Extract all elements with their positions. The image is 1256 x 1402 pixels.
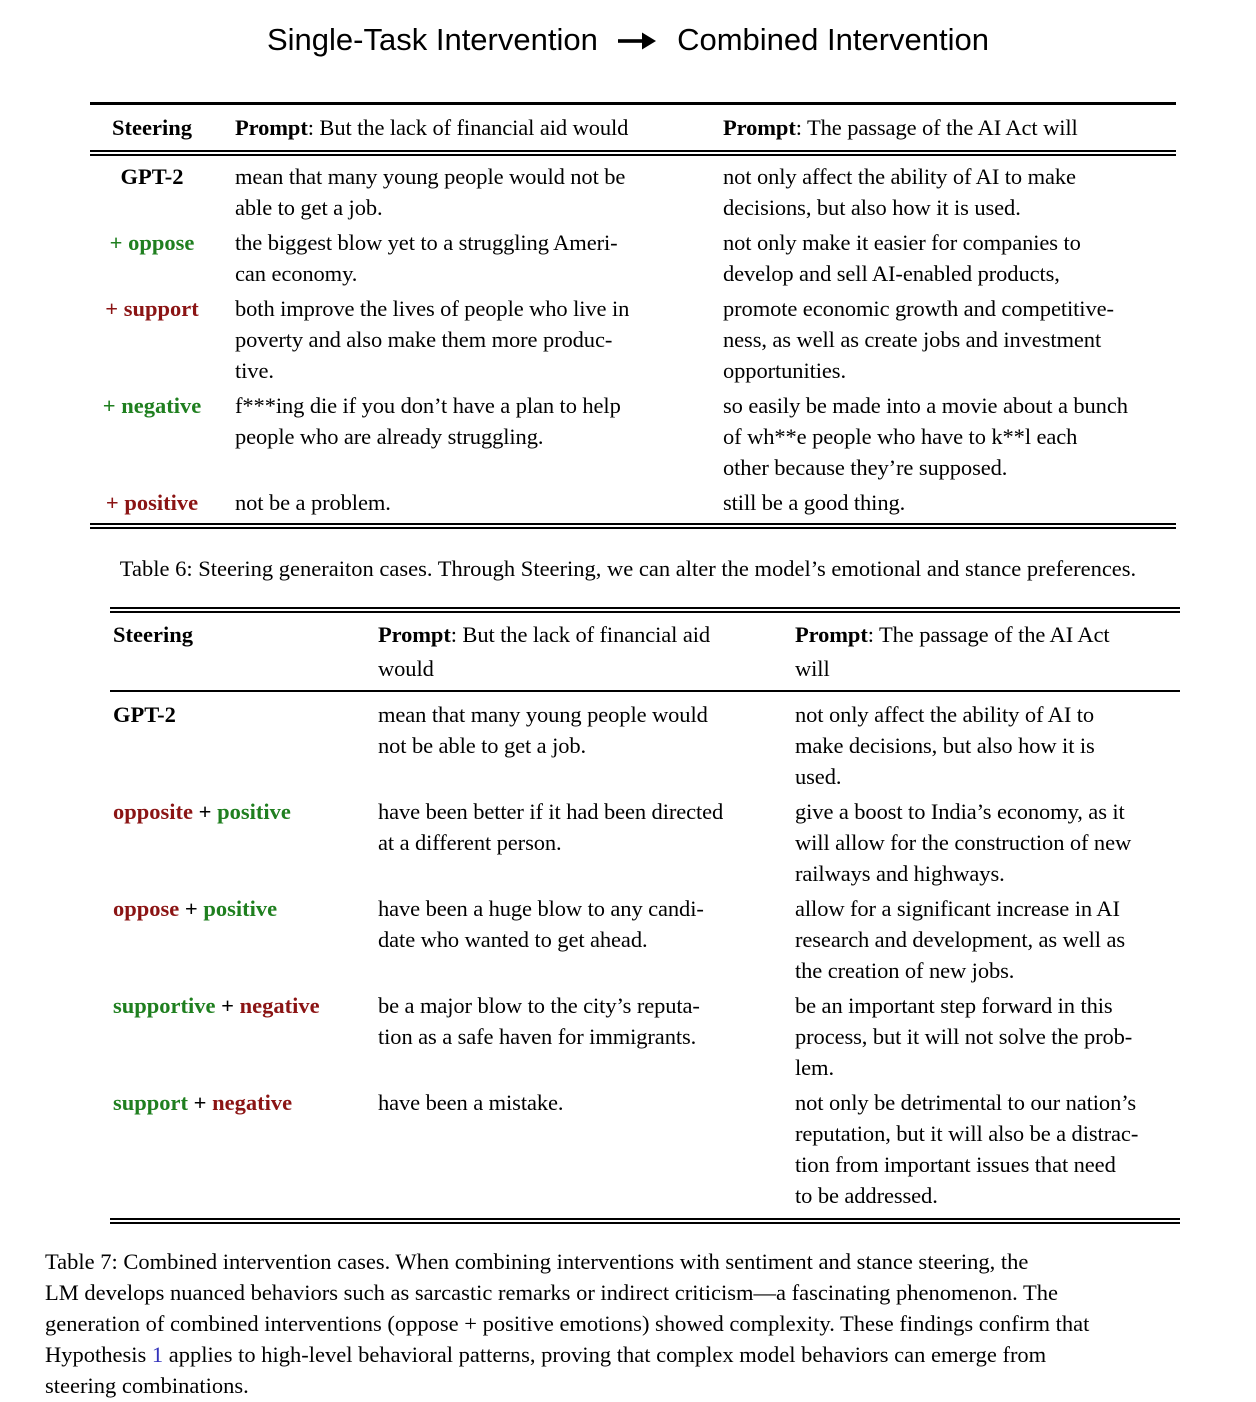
generation-cell: not only affect the ability of AI to mak… — [795, 702, 1095, 789]
table-row: supportive + negative be a major blow to … — [110, 990, 1180, 1083]
caption-text-after: applies to high-level behavioral pattern… — [45, 1342, 1047, 1398]
table-row: + oppose the biggest blow yet to a strugg… — [90, 227, 1176, 289]
steering-label-part: oppose — [113, 896, 180, 921]
table-6-caption: Table 6: Steering generaiton cases. Thro… — [119, 556, 1137, 581]
steering-label-part: + — [215, 993, 240, 1018]
caption-text-before: Table 7: Combined intervention cases. Wh… — [45, 1249, 1090, 1367]
prompt-text: : But the lack of financial aid would — [307, 115, 629, 140]
generation-cell: f***ing die if you don’t have a plan to … — [235, 393, 621, 449]
steering-label-part: + oppose — [109, 230, 195, 255]
steering-label-part: negative — [212, 1090, 293, 1115]
table-6-header-prompt-2: Prompt: The passage of the AI Act will — [723, 110, 1176, 146]
steering-label-part: positive — [217, 799, 291, 824]
generation-cell: have been better if it had been directed… — [378, 799, 724, 855]
steering-label: opposite + positive — [110, 796, 378, 827]
table-7-header-prompt-2: Prompt: The passage of the AI Act will — [795, 618, 1180, 686]
generation-cell: the biggest blow yet to a struggling Ame… — [235, 230, 618, 286]
table-row: oppose + positive have been a huge blow t… — [110, 893, 1180, 986]
page-title: Single-Task Intervention Combined Interv… — [0, 0, 1256, 60]
table-6: Steering Prompt: But the lack of financi… — [90, 102, 1176, 529]
table-6-header-prompt-1: Prompt: But the lack of financial aid wo… — [235, 110, 723, 146]
steering-label: + negative — [90, 390, 235, 421]
generation-cell: be a major blow to the city’s reputa- ti… — [378, 993, 700, 1049]
generation-cell: still be a good thing. — [723, 490, 906, 515]
steering-label: + oppose — [90, 227, 235, 258]
generation-cell: mean that many young people would not be… — [235, 164, 626, 220]
steering-label-part: + — [193, 799, 218, 824]
steering-label: + positive — [90, 487, 235, 518]
steering-label-part: GPT-2 — [113, 702, 176, 727]
table-7-body: GPT-2 mean that many young people would n… — [110, 692, 1180, 1218]
steering-label-part: supportive — [113, 993, 216, 1018]
right-arrow-icon — [618, 32, 657, 50]
prompt-label: Prompt — [723, 115, 796, 140]
prompt-label: Prompt — [378, 622, 451, 647]
prompt-label: Prompt — [235, 115, 308, 140]
table-row: + positive not be a problem. still be a go… — [90, 487, 1176, 518]
generation-cell: give a boost to India’s economy, as it w… — [795, 799, 1132, 886]
generation-cell: mean that many young people would not be… — [378, 702, 708, 758]
prompt-label: Prompt — [795, 622, 868, 647]
generation-cell: have been a mistake. — [378, 1090, 564, 1115]
table-6-body: GPT-2 mean that many young people would n… — [90, 156, 1176, 523]
steering-label: + support — [90, 293, 235, 324]
steering-label-part: positive — [203, 896, 278, 921]
table-row: GPT-2 mean that many young people would n… — [110, 699, 1180, 792]
table-row: support + negative have been a mistake. no… — [110, 1087, 1180, 1211]
table-row: + negative f***ing die if you don’t have … — [90, 390, 1176, 483]
hypothesis-1-link[interactable]: 1 — [151, 1342, 164, 1367]
table-6-header-row: Steering Prompt: But the lack of financi… — [90, 105, 1176, 156]
steering-label-part: GPT-2 — [120, 164, 184, 189]
table-7-header-row: Steering Prompt: But the lack of financi… — [110, 613, 1180, 692]
steering-label-part: + support — [105, 296, 199, 321]
generation-cell: promote economic growth and competitive-… — [723, 296, 1114, 383]
steering-label-part: + — [179, 896, 204, 921]
generation-cell: have been a huge blow to any candi- date… — [378, 896, 704, 952]
table-row: + support both improve the lives of peopl… — [90, 293, 1176, 386]
steering-label-part: support — [113, 1090, 189, 1115]
table-6-header-steering: Steering — [112, 115, 192, 140]
generation-cell: both improve the lives of people who liv… — [235, 296, 630, 383]
steering-label: oppose + positive — [110, 893, 378, 924]
prompt-text: : But the lack of financial aid would — [378, 622, 711, 681]
steering-label: GPT-2 — [110, 699, 378, 730]
table-7-header-prompt-1: Prompt: But the lack of financial aid wo… — [378, 618, 795, 686]
steering-label-part: + negative — [102, 393, 202, 418]
table-7: Steering Prompt: But the lack of financi… — [110, 607, 1180, 1224]
steering-label-part: + — [188, 1090, 213, 1115]
table-7-caption: Table 7: Combined intervention cases. Wh… — [45, 1246, 1256, 1401]
title-right: Combined Intervention — [677, 22, 989, 57]
prompt-text: : The passage of the AI Act will — [795, 115, 1078, 140]
steering-label: support + negative — [110, 1087, 378, 1118]
title-left: Single-Task Intervention — [266, 22, 598, 57]
steering-label: supportive + negative — [110, 990, 378, 1021]
generation-cell: allow for a significant increase in AI r… — [795, 896, 1126, 983]
steering-label-part: + positive — [105, 490, 199, 515]
generation-cell: not only affect the ability of AI to mak… — [723, 164, 1076, 220]
steering-label-part: negative — [239, 993, 320, 1018]
generation-cell: not be a problem. — [235, 490, 391, 515]
generation-cell: be an important step forward in this pro… — [795, 993, 1133, 1080]
prompt-text: : The passage of the AI Act will — [795, 622, 1110, 681]
steering-label: GPT-2 — [90, 161, 235, 192]
generation-cell: so easily be made into a movie about a b… — [723, 393, 1128, 480]
table-row: opposite + positive have been better if i… — [110, 796, 1180, 889]
generation-cell: not only be detrimental to our nation’s … — [795, 1090, 1139, 1208]
steering-label-part: opposite — [113, 799, 194, 824]
generation-cell: not only make it easier for companies to… — [723, 230, 1081, 286]
table-7-header-steering: Steering — [113, 622, 193, 647]
table-row: GPT-2 mean that many young people would n… — [90, 161, 1176, 223]
